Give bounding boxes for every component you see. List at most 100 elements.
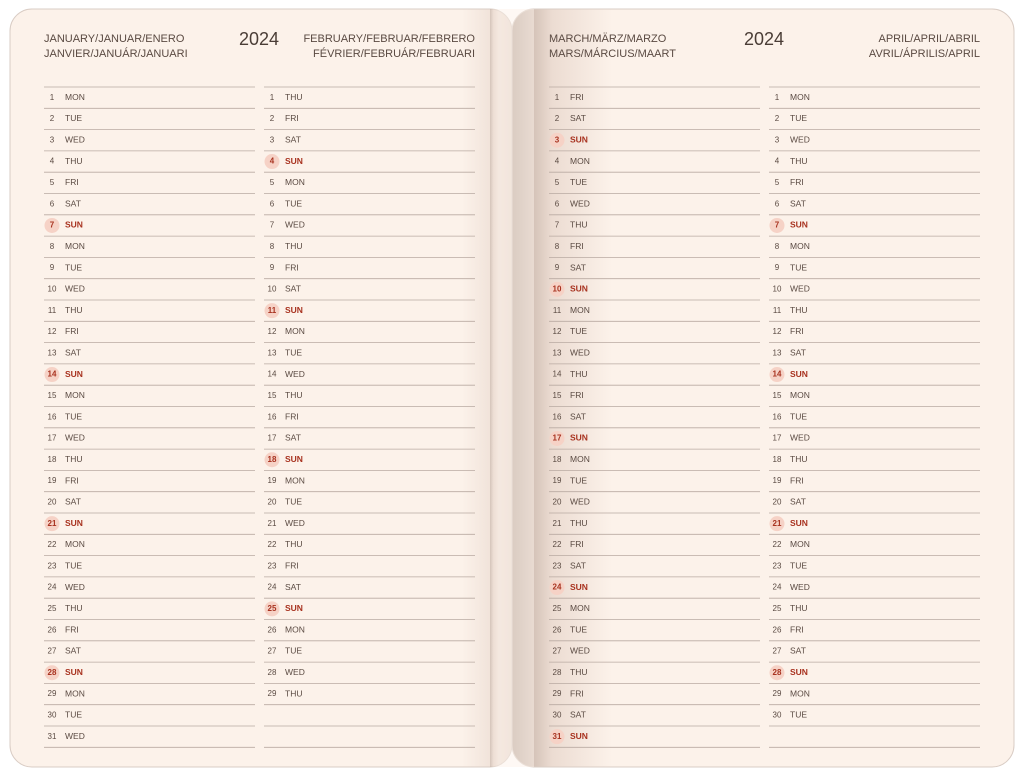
weekday: WED [790, 135, 810, 145]
weekday: SAT [790, 348, 806, 358]
year: 2024 [239, 29, 279, 49]
weekday: SUN [570, 731, 588, 741]
month-title: MARCH/MÄRZ/MARZO [549, 33, 667, 45]
day-number: 29 [553, 689, 562, 698]
weekday: SUN [790, 667, 808, 677]
weekday: THU [65, 454, 82, 464]
weekday: WED [65, 135, 85, 145]
weekday: SUN [285, 454, 303, 464]
weekday: THU [570, 518, 587, 528]
weekday: TUE [570, 475, 587, 485]
spine [490, 9, 534, 767]
weekday: MON [570, 454, 590, 464]
weekday: WED [65, 582, 85, 592]
day-number: 26 [553, 625, 562, 634]
weekday: SAT [790, 497, 806, 507]
day-number: 21 [48, 519, 57, 528]
weekday: WED [790, 284, 810, 294]
weekday: THU [285, 688, 302, 698]
weekday: MON [790, 539, 810, 549]
day-highlight [769, 516, 785, 532]
day-number: 20 [268, 497, 277, 506]
day-number: 8 [270, 242, 275, 251]
weekday: MON [65, 688, 85, 698]
day-number: 14 [268, 370, 277, 379]
weekday: FRI [570, 390, 584, 400]
weekday: TUE [65, 262, 82, 272]
day-number: 29 [48, 689, 57, 698]
day-number: 23 [268, 561, 277, 570]
weekday: TUE [65, 710, 82, 720]
day-number: 21 [268, 519, 277, 528]
weekday: TUE [570, 624, 587, 634]
day-highlight [264, 303, 280, 319]
weekday: TUE [285, 348, 302, 358]
day-number: 3 [775, 135, 780, 144]
day-number: 16 [268, 412, 277, 421]
day-number: 16 [48, 412, 57, 421]
weekday: FRI [790, 475, 804, 485]
day-number: 13 [773, 348, 782, 357]
day-number: 17 [773, 434, 782, 443]
weekday: SUN [790, 369, 808, 379]
weekday: MON [570, 603, 590, 613]
weekday: TUE [790, 113, 807, 123]
day-number: 22 [773, 540, 782, 549]
day-number: 10 [48, 284, 57, 293]
day-number: 8 [555, 242, 560, 251]
day-number: 13 [268, 348, 277, 357]
weekday: WED [570, 497, 590, 507]
weekday: WED [285, 220, 305, 230]
day-number: 2 [50, 114, 55, 123]
day-number: 26 [48, 625, 57, 634]
day-number: 6 [775, 199, 780, 208]
day-number: 25 [773, 604, 782, 613]
day-highlight [264, 601, 280, 617]
weekday: MON [285, 177, 305, 187]
weekday: TUE [790, 710, 807, 720]
day-number: 15 [268, 391, 277, 400]
day-number: 1 [270, 93, 275, 102]
weekday: SAT [570, 113, 586, 123]
day-number: 1 [50, 93, 55, 102]
day-number: 31 [553, 732, 562, 741]
weekday: THU [285, 539, 302, 549]
weekday: FRI [570, 688, 584, 698]
weekday: FRI [790, 326, 804, 336]
weekday: MON [790, 688, 810, 698]
weekday: MON [285, 326, 305, 336]
weekday: THU [790, 156, 807, 166]
day-number: 5 [555, 178, 560, 187]
year: 2024 [744, 29, 784, 49]
day-number: 30 [553, 710, 562, 719]
day-highlight [549, 430, 565, 446]
day-number: 5 [50, 178, 55, 187]
day-number: 1 [555, 93, 560, 102]
day-number: 11 [268, 306, 277, 315]
day-highlight [549, 281, 565, 297]
day-number: 26 [268, 625, 277, 634]
weekday: FRI [65, 475, 79, 485]
day-number: 12 [48, 327, 57, 336]
day-number: 4 [270, 157, 275, 166]
weekday: MON [570, 156, 590, 166]
day-highlight [264, 154, 280, 170]
day-number: 19 [268, 476, 277, 485]
weekday: SAT [65, 348, 81, 358]
weekday: TUE [285, 198, 302, 208]
weekday: FRI [790, 624, 804, 634]
day-number: 20 [48, 497, 57, 506]
content: 2024JANUARY/JANUAR/ENEROJANVIER/JANUÁR/J… [44, 29, 980, 748]
day-highlight [549, 729, 565, 745]
day-number: 25 [268, 604, 277, 613]
day-number: 3 [555, 135, 560, 144]
day-number: 29 [268, 689, 277, 698]
day-number: 13 [48, 348, 57, 357]
weekday: TUE [790, 411, 807, 421]
month-title: FÉVRIER/FEBRUÁR/FEBRUARI [313, 47, 475, 60]
weekday: WED [65, 284, 85, 294]
weekday: SAT [285, 135, 301, 145]
day-number: 16 [553, 412, 562, 421]
weekday: SUN [570, 433, 588, 443]
